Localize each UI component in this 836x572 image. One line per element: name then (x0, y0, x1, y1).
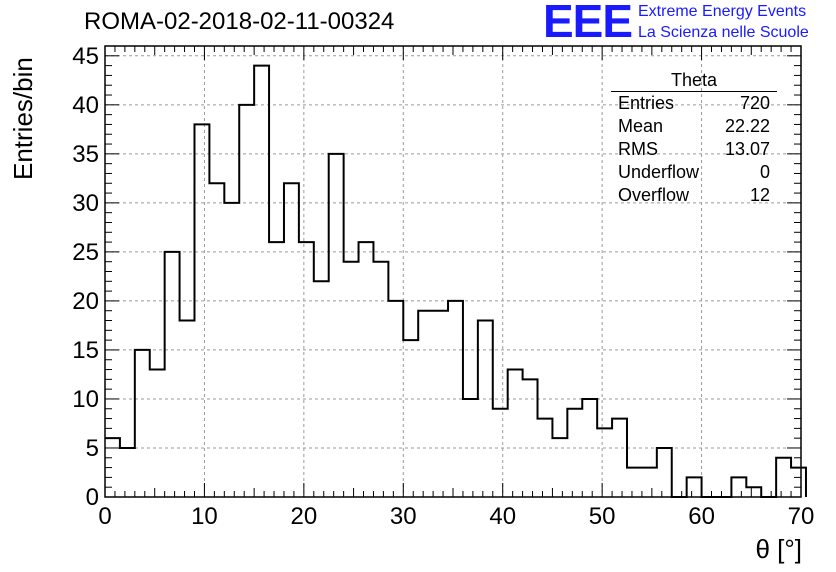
stats-label: Mean (618, 116, 664, 136)
stats-box: Theta Entries 720 Mean 22.22 RMS 13.07 U… (611, 70, 777, 207)
histogram-bin (359, 242, 374, 497)
histogram-bin (642, 468, 657, 497)
histogram-bin (657, 448, 672, 497)
histogram-bin (299, 242, 314, 497)
histogram-bin (538, 419, 553, 497)
histogram-bin (254, 66, 269, 497)
histogram-bin (284, 183, 299, 497)
histogram-bin (612, 419, 627, 497)
y-axis-label: Entries/bin (8, 57, 38, 180)
x-axis-label: θ [°] (755, 534, 802, 564)
stats-label: RMS (618, 139, 658, 159)
y-tick-label: 35 (72, 141, 99, 168)
histogram-bin (493, 409, 508, 497)
stats-value: 13.07 (724, 139, 770, 159)
chart-title: ROMA-02-2018-02-11-00324 (84, 8, 395, 35)
stats-row-underflow: Underflow 0 (611, 161, 777, 184)
histogram-bin (135, 350, 150, 497)
stats-label: Entries (618, 93, 675, 113)
y-tick-label: 0 (86, 484, 99, 511)
stats-value: 22.22 (724, 116, 770, 136)
histogram-bin (269, 242, 284, 497)
histogram-series (105, 64, 807, 498)
histogram-bin (776, 458, 791, 497)
stats-row-entries: Entries 720 (611, 92, 777, 115)
histogram-bin (239, 105, 254, 497)
histogram-bin (433, 311, 448, 497)
histogram-bin (463, 399, 478, 497)
histogram-bin (180, 321, 195, 497)
x-tick-label: 60 (688, 503, 715, 530)
histogram-bin (552, 438, 567, 497)
x-tick-label: 10 (191, 503, 218, 530)
histogram-bin (582, 399, 597, 497)
histogram-bin (194, 124, 209, 497)
histogram-bin (344, 262, 359, 497)
y-tick-label: 40 (72, 92, 99, 119)
y-tick-label: 30 (72, 190, 99, 217)
stats-label: Underflow (618, 162, 700, 182)
x-tick-label: 30 (390, 503, 417, 530)
histogram-bin (120, 448, 135, 497)
histogram-bin (329, 154, 344, 497)
histogram-bin (388, 301, 403, 497)
histogram-bin (403, 340, 418, 497)
stats-value: 12 (749, 185, 770, 205)
histogram-bin (627, 468, 642, 497)
histogram-bin (687, 477, 702, 497)
y-tick-label: 15 (72, 337, 99, 364)
y-tick-label: 10 (72, 386, 99, 413)
histogram-bin (373, 262, 388, 497)
histogram-bin (508, 370, 523, 497)
stats-row-rms: RMS 13.07 (611, 138, 777, 161)
stats-value: 0 (759, 162, 770, 182)
histogram-bin (791, 468, 806, 497)
histogram-bin (314, 281, 329, 497)
stats-row-overflow: Overflow 12 (611, 184, 777, 207)
y-tick-label: 20 (72, 288, 99, 315)
stats-value: 720 (739, 93, 770, 113)
histogram-bin (209, 183, 224, 497)
x-tick-label: 20 (291, 503, 318, 530)
histogram-bin (746, 487, 761, 497)
histogram-bin (523, 379, 538, 497)
y-tick-label: 25 (72, 239, 99, 266)
stats-label: Overflow (618, 185, 690, 205)
histogram-bin (448, 301, 463, 497)
histogram-bin (567, 409, 582, 497)
x-tick-label: 0 (98, 503, 111, 530)
histogram-bin (165, 252, 180, 497)
histogram-bin (597, 428, 612, 497)
histogram-bin (731, 477, 746, 497)
y-tick-label: 5 (86, 435, 99, 462)
stats-row-mean: Mean 22.22 (611, 115, 777, 138)
logo-caption-line1: Extreme Energy Events (638, 3, 807, 20)
logo-caption-line2: La Scienza nelle Scuole (638, 24, 809, 41)
x-tick-label: 40 (489, 503, 516, 530)
stats-title: Theta (611, 70, 777, 92)
x-tick-label: 50 (589, 503, 616, 530)
x-tick-label: 70 (788, 503, 815, 530)
histogram-bin (150, 370, 165, 497)
histogram-bin (478, 321, 493, 497)
histogram-bin (418, 311, 433, 497)
y-tick-label: 45 (72, 43, 99, 70)
eee-logo: EEE (543, 0, 633, 47)
histogram-bin (224, 203, 239, 497)
